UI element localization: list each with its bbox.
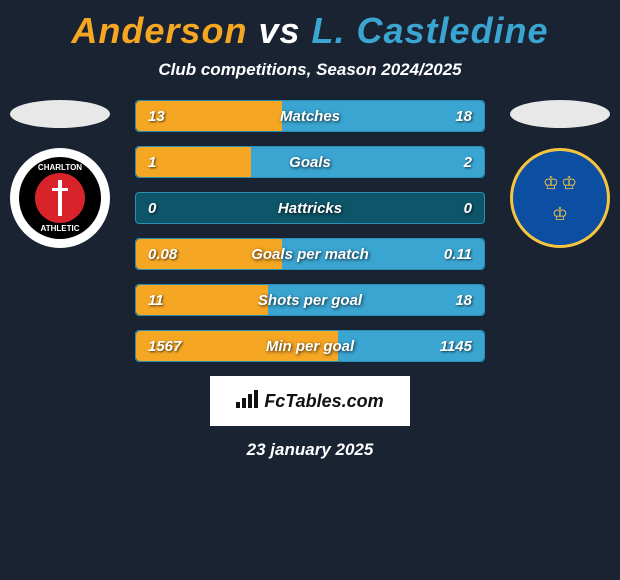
stat-value-right: 0 <box>464 200 472 217</box>
logo-text: FcTables.com <box>264 391 383 412</box>
main-area: CHARLTON ATHLETIC ♔ ♔ ♔ 13 Matches 18 1 Goal… <box>0 100 620 362</box>
stats-container: 13 Matches 18 1 Goals 2 0 Hattricks 0 0.08 Goals p… <box>120 100 500 362</box>
lion-icon: ♔ <box>543 174 559 192</box>
stat-value-right: 18 <box>455 292 472 309</box>
title-vs: vs <box>258 10 300 51</box>
stat-row: 1 Goals 2 <box>135 146 485 178</box>
chart-icon <box>236 390 258 413</box>
charlton-badge-center <box>35 173 85 223</box>
badge-text-top: CHARLTON <box>19 163 101 172</box>
stat-row: 13 Matches 18 <box>135 100 485 132</box>
fctables-logo: FcTables.com <box>210 376 410 426</box>
player-left-avatar-placeholder <box>10 100 110 128</box>
stat-label: Hattricks <box>278 200 342 217</box>
player-right-column: ♔ ♔ ♔ <box>500 100 620 248</box>
subtitle: Club competitions, Season 2024/2025 <box>0 60 620 80</box>
badge-text-bottom: ATHLETIC <box>19 224 101 233</box>
stat-value-left: 13 <box>148 108 165 125</box>
stat-value-left: 0.08 <box>148 246 177 263</box>
page-title: Anderson vs L. Castledine <box>0 0 620 60</box>
stat-value-right: 2 <box>464 154 472 171</box>
stat-row: 0.08 Goals per match 0.11 <box>135 238 485 270</box>
stat-value-left: 1567 <box>148 338 181 355</box>
stat-value-right: 0.11 <box>444 246 472 263</box>
charlton-badge: CHARLTON ATHLETIC <box>10 148 110 248</box>
player-right-avatar-placeholder <box>510 100 610 128</box>
stat-bar-right <box>251 147 484 177</box>
date-text: 23 january 2025 <box>0 440 620 460</box>
lion-icon: ♔ <box>530 205 590 223</box>
stat-value-left: 1 <box>148 154 156 171</box>
stat-label: Shots per goal <box>258 292 362 309</box>
stat-row: 0 Hattricks 0 <box>135 192 485 224</box>
stat-label: Goals per match <box>251 246 369 263</box>
stat-value-right: 1145 <box>440 338 472 355</box>
stat-label: Min per goal <box>266 338 354 355</box>
shrewsbury-badge: ♔ ♔ ♔ <box>510 148 610 248</box>
stat-value-right: 18 <box>455 108 472 125</box>
player-left-column: CHARLTON ATHLETIC <box>0 100 120 248</box>
sword-icon <box>58 180 62 216</box>
title-player2: L. Castledine <box>312 10 549 51</box>
title-player1: Anderson <box>71 10 247 51</box>
stat-label: Matches <box>280 108 340 125</box>
stat-label: Goals <box>289 154 331 171</box>
stat-row: 11 Shots per goal 18 <box>135 284 485 316</box>
stat-value-left: 11 <box>148 292 164 309</box>
stat-value-left: 0 <box>148 200 156 217</box>
lion-icon: ♔ <box>561 174 577 192</box>
stat-row: 1567 Min per goal 1145 <box>135 330 485 362</box>
